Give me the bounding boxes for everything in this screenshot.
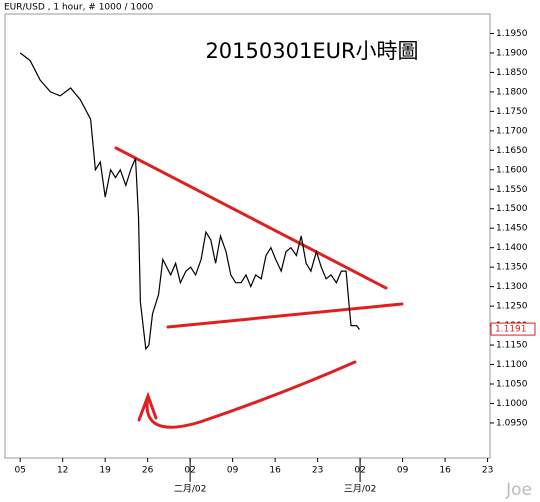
y-tick-label: 1.1150 xyxy=(496,341,528,351)
y-tick-label: 1.1600 xyxy=(496,165,528,175)
month-label: 三月/02 xyxy=(344,484,377,495)
x-tick-label: 23 xyxy=(312,466,323,476)
y-tick-label: 1.1650 xyxy=(496,146,528,156)
y-tick-label: 1.1850 xyxy=(496,68,528,78)
chart-title: 20150301EUR小時圖 xyxy=(205,39,418,63)
watermark: Joe xyxy=(505,480,532,500)
resistance-line xyxy=(114,146,388,290)
y-tick-label: 1.1100 xyxy=(496,360,528,370)
x-tick-label: 05 xyxy=(14,466,25,476)
y-tick-label: 1.1400 xyxy=(496,243,528,253)
y-tick-label: 1.1350 xyxy=(496,263,528,273)
y-tick-label: 1.1500 xyxy=(496,204,528,214)
y-tick-label: 1.1000 xyxy=(496,399,528,409)
x-tick-label: 23 xyxy=(482,466,493,476)
y-tick-label: 1.1550 xyxy=(496,185,528,195)
y-tick-label: 1.1950 xyxy=(496,29,528,39)
x-tick-label: 19 xyxy=(99,466,111,476)
y-tick-label: 1.1900 xyxy=(496,48,528,58)
arrow xyxy=(137,360,357,429)
plot-frame xyxy=(4,13,491,459)
y-tick-label: 1.1450 xyxy=(496,224,528,234)
x-tick-label: 09 xyxy=(397,466,409,476)
x-tick-label: 16 xyxy=(269,466,281,476)
x-tick-label: 09 xyxy=(227,466,239,476)
month-label: 二月/02 xyxy=(174,484,207,495)
x-tick-label: 26 xyxy=(142,466,154,476)
y-tick-label: 1.1250 xyxy=(496,302,528,312)
annotations xyxy=(114,146,404,429)
current-price-box xyxy=(490,322,536,336)
x-tick-label: 16 xyxy=(439,466,451,476)
y-tick-label: 1.1050 xyxy=(496,380,528,390)
x-tick-label: 12 xyxy=(57,466,68,476)
support-line xyxy=(166,302,404,329)
y-tick-label: 1.1750 xyxy=(496,107,528,117)
y-tick-label: 1.1300 xyxy=(496,282,528,292)
y-tick-label: 1.1700 xyxy=(496,126,528,136)
header: EUR/USD , 1 hour, # 1000 / 1000 xyxy=(4,3,154,13)
current-price-label: 1.1191 xyxy=(495,325,527,335)
y-tick-label: 1.1800 xyxy=(496,87,528,97)
price-line xyxy=(19,52,360,351)
y-tick-label: 1.0950 xyxy=(496,418,528,428)
